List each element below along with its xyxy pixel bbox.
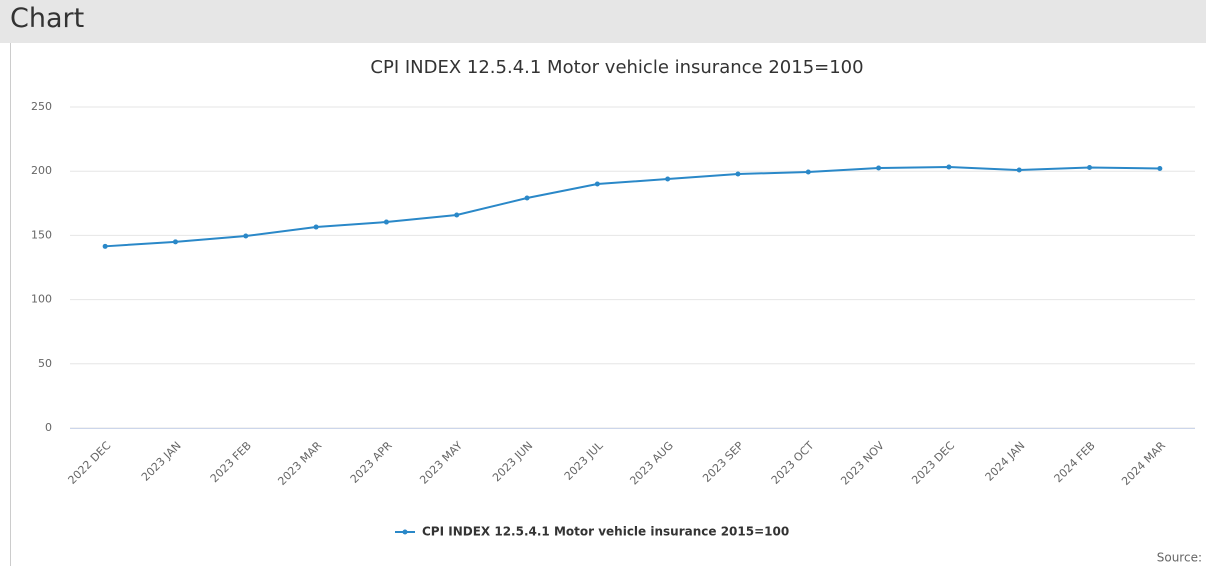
data-point xyxy=(102,243,108,249)
x-tick-label: 2023 JAN xyxy=(139,439,184,484)
x-tick-label: 2024 FEB xyxy=(1052,439,1098,485)
data-point xyxy=(524,195,530,201)
x-tick-label: 2024 JAN xyxy=(983,439,1028,484)
data-point xyxy=(383,219,389,225)
x-tick-label: 2023 SEP xyxy=(700,439,746,485)
y-tick-label: 0 xyxy=(45,421,52,434)
header-bar: Chart xyxy=(0,0,1206,43)
x-tick-label: 2023 DEC xyxy=(909,439,957,487)
x-tick-label: 2023 MAY xyxy=(417,439,465,487)
data-point xyxy=(313,224,319,230)
y-tick-label: 50 xyxy=(38,357,52,370)
legend-marker xyxy=(402,529,408,535)
data-point xyxy=(1016,167,1022,173)
data-point xyxy=(243,233,249,239)
data-point xyxy=(876,165,882,171)
data-point xyxy=(454,212,460,218)
data-line xyxy=(105,165,1160,248)
x-tick-label: 2023 AUG xyxy=(627,439,676,488)
x-tick-label: 2023 JUN xyxy=(490,439,535,484)
data-point xyxy=(1087,164,1093,170)
data-point xyxy=(172,239,178,245)
x-tick-label: 2024 MAR xyxy=(1119,439,1168,488)
x-tick-label: 2022 DEC xyxy=(66,439,114,487)
data-point xyxy=(594,181,600,187)
y-tick-label: 200 xyxy=(31,164,52,177)
data-point xyxy=(946,164,952,170)
x-tick-label: 2023 OCT xyxy=(769,439,817,487)
data-point xyxy=(735,171,741,177)
x-tick-label: 2023 JUL xyxy=(562,438,606,482)
data-point xyxy=(805,169,811,175)
x-tick-label: 2023 APR xyxy=(348,439,395,486)
header-title: Chart xyxy=(10,3,85,34)
data-point xyxy=(1157,166,1163,172)
data-point xyxy=(665,176,671,182)
legend-label: CPI INDEX 12.5.4.1 Motor vehicle insuran… xyxy=(422,525,789,539)
y-tick-label: 150 xyxy=(31,228,52,241)
frame-border xyxy=(10,43,11,566)
x-tick-label: 2023 FEB xyxy=(208,439,254,485)
x-tick-label: 2023 NOV xyxy=(838,439,887,488)
chart-title: CPI INDEX 12.5.4.1 Motor vehicle insuran… xyxy=(370,57,863,78)
y-tick-label: 100 xyxy=(31,293,52,306)
x-tick-label: 2023 MAR xyxy=(275,439,324,488)
source-label: Source: xyxy=(1157,551,1202,565)
y-tick-label: 250 xyxy=(31,100,52,113)
